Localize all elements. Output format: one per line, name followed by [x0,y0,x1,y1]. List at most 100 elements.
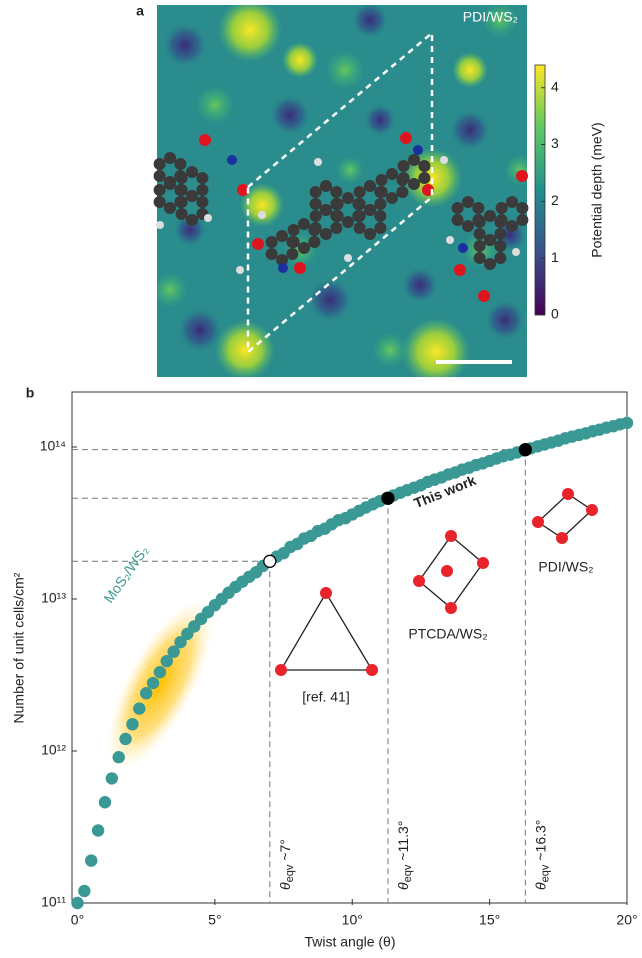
atom [186,166,198,178]
atom [332,210,344,222]
atom [176,172,188,184]
atom [276,230,288,242]
data-point [106,772,118,784]
colorbar [535,65,545,315]
atom [174,184,186,196]
map-spot [195,85,235,125]
hydrogen [446,236,454,244]
x-tick-label: 10° [342,912,363,928]
x-tick-label: 20° [616,912,637,928]
map-spot [325,50,365,90]
atom [506,220,518,232]
hydrogen [344,254,352,262]
data-point [126,718,138,730]
hydrogen [156,221,164,229]
atom [310,222,322,234]
angle-subscript: eqv [284,864,296,882]
atom [354,198,366,210]
hydrogen [258,211,266,219]
atom [452,202,464,214]
data-point [147,677,159,689]
atom [474,240,486,252]
oxygen [199,134,211,146]
nitrogen [278,263,288,273]
atom [354,210,366,222]
atom [154,158,166,170]
colorbar-tick-label: 2 [551,192,559,208]
angle-value: ~11.3° [395,821,411,861]
angle-label: θeqv~11.3° [395,821,414,890]
atom [164,202,176,214]
map-spot [336,156,364,184]
atom [398,172,410,184]
atom [286,248,298,260]
potential-map [152,0,536,386]
atom [396,186,408,198]
panel-label: a [136,3,144,19]
data-point [92,824,104,836]
colorbar-tick-label: 1 [551,249,559,265]
nitrogen [458,243,468,253]
map-spot [352,2,388,38]
atom [376,174,388,186]
atom [298,242,310,254]
highlight-point [264,555,276,567]
panel-label: b [26,385,35,401]
oxygen [252,238,264,250]
highlight-point [382,492,394,504]
atom [418,160,430,172]
map-spot [485,300,525,340]
atom [496,214,508,226]
map-spot [270,95,310,135]
colorbar-tick-label: 4 [551,78,559,94]
figure: a PDI/WS₂ Potential depth (meV) b 0°5°10… [0,0,642,958]
angle-label: θeqv~16.3° [532,820,551,890]
atom [376,186,388,198]
atom [288,236,300,248]
x-tick-label: 5° [208,912,221,928]
angle-value: ~16.3° [532,820,548,861]
data-point [154,666,166,678]
atom [462,196,474,208]
angle-subscript: eqv [539,864,551,882]
nitrogen [413,145,423,155]
atom [174,158,186,170]
data-point [621,417,633,429]
map-spot [215,320,275,380]
atom [320,204,332,216]
atom [364,228,376,240]
hydrogen [236,266,244,274]
map-spot [402,318,470,386]
data-point [119,733,131,745]
atom [494,228,506,240]
atom [154,170,166,182]
map-spot [402,267,438,303]
map-spot [178,308,222,352]
hydrogen [314,158,322,166]
atom [266,248,278,260]
atom [494,240,506,252]
atom [320,228,332,240]
atom [408,154,420,166]
lattice-atoms [275,488,598,676]
hydrogen [512,248,520,256]
colorbar-tick-label: 0 [551,306,559,322]
atom [288,224,300,236]
atom [342,216,354,228]
atom [176,196,188,208]
atom [474,216,486,228]
oxygen [454,264,466,276]
map-spot [218,0,282,62]
atom [320,180,332,192]
atom [266,236,278,248]
data-point [113,751,125,763]
map-annotation: PDI/WS₂ [463,9,518,25]
highlight-point [519,444,531,456]
annotation: MoS₂/WS₂ [100,543,151,606]
atom [484,258,496,270]
atom [484,234,496,246]
data-point [99,796,111,808]
x-axis-title: Twist angle (θ) [304,934,395,950]
map-spot [308,278,352,322]
y-tick-label: 10¹² [41,742,66,758]
